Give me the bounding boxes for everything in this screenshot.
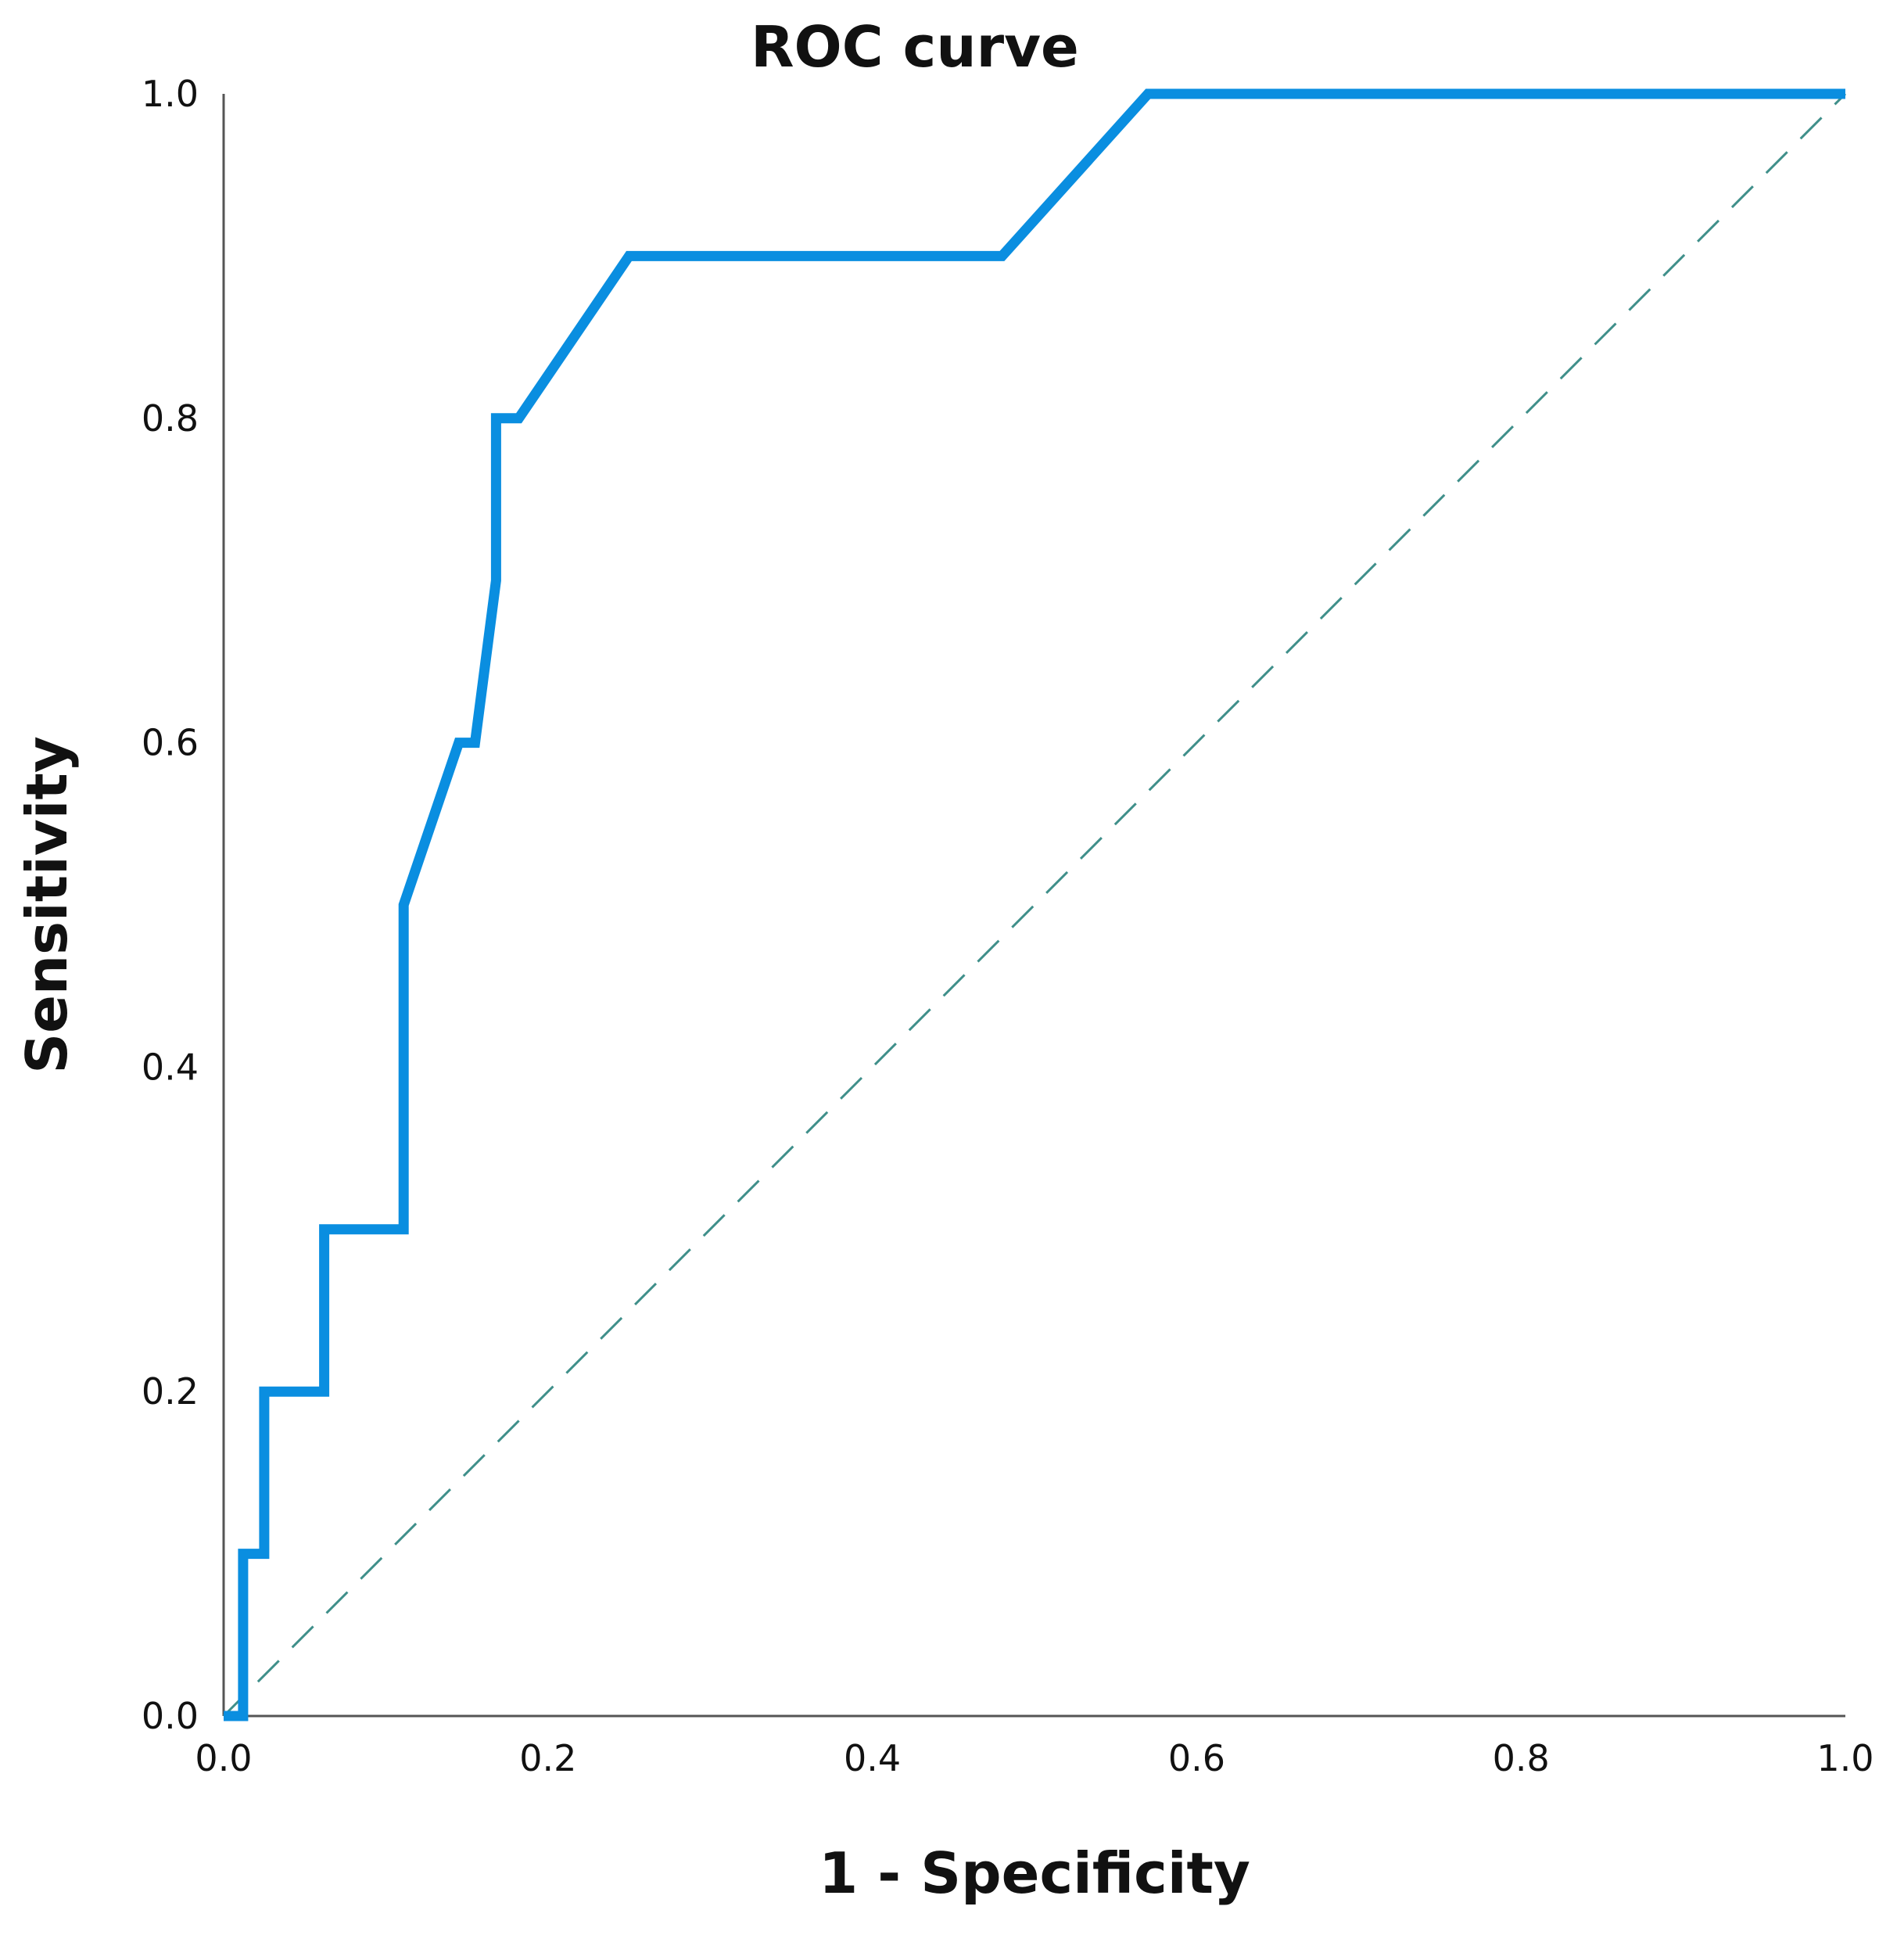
x-tick-label: 0.6: [1168, 1737, 1225, 1779]
x-axis-title: 1 - Specificity: [819, 1840, 1250, 1906]
x-tick-labels: 0.0 0.2 0.4 0.6 0.8 1.0: [195, 1737, 1874, 1779]
series-layer: [222, 88, 1847, 1721]
y-tick-label: 0.8: [142, 397, 199, 440]
y-tick-label: 1.0: [142, 73, 199, 115]
y-tick-label: 0.4: [142, 1046, 199, 1088]
chart-title: ROC curve: [751, 14, 1079, 80]
reference-diagonal-line: [222, 92, 1847, 1718]
y-tick-label: 0.2: [142, 1370, 199, 1413]
y-tick-label: 0.0: [142, 1695, 199, 1737]
y-tick-label: 0.6: [142, 722, 199, 764]
y-axis-title: Sensitivity: [14, 736, 80, 1074]
roc-curve-line: [224, 88, 1845, 1721]
y-tick-labels: 0.0 0.2 0.4 0.6 0.8 1.0: [142, 73, 199, 1737]
x-tick-label: 0.0: [195, 1737, 252, 1779]
x-tick-label: 1.0: [1816, 1737, 1874, 1779]
x-tick-label: 0.2: [519, 1737, 576, 1779]
x-tick-label: 0.8: [1493, 1737, 1550, 1779]
axes: [222, 94, 1845, 1718]
x-tick-label: 0.4: [844, 1737, 901, 1779]
